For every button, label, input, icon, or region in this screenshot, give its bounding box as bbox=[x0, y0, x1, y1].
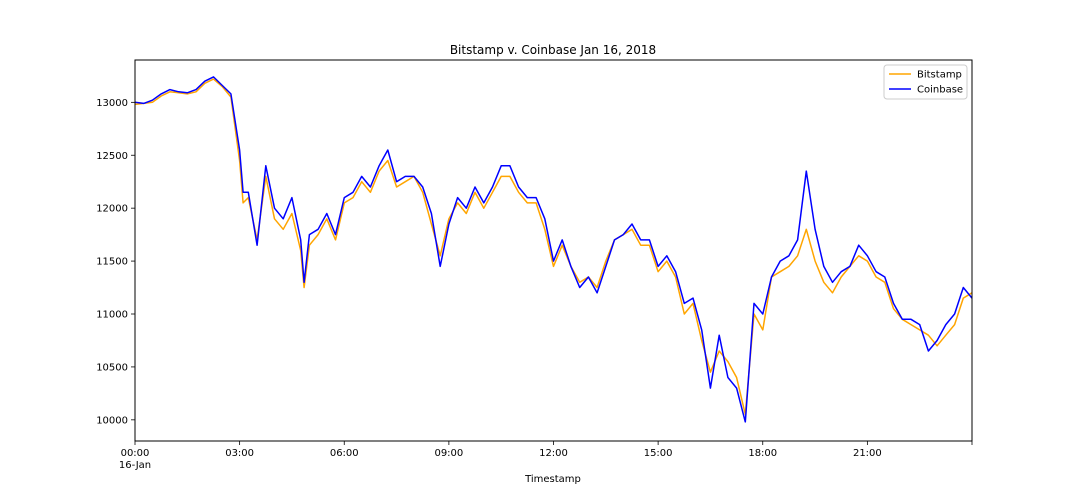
y-tick-label: 11500 bbox=[96, 257, 128, 268]
legend-label-bitstamp: Bitstamp bbox=[917, 70, 962, 81]
y-tick-label: 13000 bbox=[96, 98, 128, 109]
x-tick-label: 03:00 bbox=[225, 448, 254, 459]
y-tick-label: 12000 bbox=[96, 204, 128, 215]
x-axis-label: Timestamp bbox=[524, 474, 581, 485]
x-tick-label: 15:00 bbox=[644, 448, 673, 459]
x-tick-label: 00:00 bbox=[121, 448, 150, 459]
x-tick-label: 21:00 bbox=[853, 448, 882, 459]
series-line-bitstamp bbox=[134, 78, 973, 416]
y-tick-label: 11000 bbox=[96, 310, 128, 321]
y-axis: 10000 10500 11000 11500 12000 12500 13000 bbox=[96, 98, 135, 426]
legend-label-coinbase: Coinbase bbox=[917, 85, 963, 96]
x-tick-sublabel: 16-Jan bbox=[119, 460, 151, 471]
x-tick-label: 09:00 bbox=[434, 448, 463, 459]
chart-title: Bitstamp v. Coinbase Jan 16, 2018 bbox=[450, 43, 656, 57]
x-tick-label: 06:00 bbox=[330, 448, 359, 459]
x-tick-label: 12:00 bbox=[539, 448, 568, 459]
series-line-coinbase bbox=[134, 76, 973, 423]
legend: Bitstamp Coinbase bbox=[883, 64, 968, 100]
y-tick-label: 10500 bbox=[96, 362, 128, 373]
y-tick-label: 10000 bbox=[96, 415, 128, 426]
series-layer bbox=[134, 76, 973, 423]
y-tick-label: 12500 bbox=[96, 151, 128, 162]
x-tick-label: 18:00 bbox=[748, 448, 777, 459]
